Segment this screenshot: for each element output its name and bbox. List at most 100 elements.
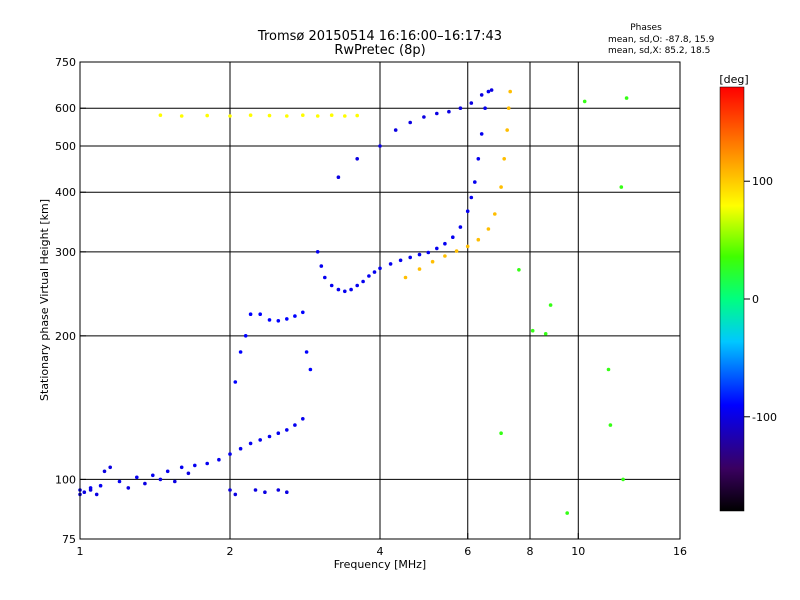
echo-point xyxy=(624,96,629,100)
echo-point xyxy=(276,319,281,323)
echo-point xyxy=(458,225,463,229)
echo-point xyxy=(398,258,403,263)
chart-title-line2: RwPretec (8p) xyxy=(334,43,425,58)
echo-point xyxy=(263,490,267,495)
echo-point xyxy=(336,287,341,292)
echo-point xyxy=(361,279,365,284)
echo-point xyxy=(476,237,481,242)
echo-point xyxy=(393,128,398,132)
echo-point xyxy=(258,438,263,442)
colorbar-unit-label: [deg] xyxy=(719,73,748,86)
y-tick-label: 200 xyxy=(55,330,76,343)
echo-point xyxy=(253,488,258,492)
echo-point xyxy=(388,262,393,266)
echo-point xyxy=(505,128,510,132)
colorbar-tick-label: -100 xyxy=(752,411,777,424)
echo-point xyxy=(469,101,474,105)
echo-point xyxy=(319,264,324,268)
echo-point xyxy=(267,318,272,322)
x-tick-label: 16 xyxy=(673,545,687,558)
echo-point xyxy=(530,328,535,333)
y-tick-label: 400 xyxy=(55,186,76,199)
echo-point xyxy=(378,266,382,271)
x-tick-label: 4 xyxy=(377,545,384,558)
echo-point xyxy=(483,106,487,110)
echo-point xyxy=(179,465,184,470)
y-tick-label: 750 xyxy=(55,56,76,69)
echo-point xyxy=(126,486,131,490)
echo-point xyxy=(165,469,170,474)
grid-lines xyxy=(80,62,680,539)
echo-point xyxy=(465,209,470,213)
echo-point xyxy=(238,350,243,354)
echo-point xyxy=(619,185,624,189)
echo-point xyxy=(258,312,263,317)
y-axis: 75 100 200 300 400 500 600 750 xyxy=(55,56,86,546)
echo-point xyxy=(276,431,281,436)
echo-point xyxy=(489,88,494,92)
x-tick-label: 10 xyxy=(571,545,585,558)
echo-point xyxy=(408,255,413,260)
echo-point xyxy=(447,109,451,114)
echo-point xyxy=(267,113,272,118)
y-tick-label: 500 xyxy=(55,140,76,153)
y-axis-label: Stationary phase Virtual Height [km] xyxy=(38,199,51,401)
echo-point xyxy=(233,380,238,384)
echo-point xyxy=(508,89,512,94)
colorbar xyxy=(719,86,745,512)
echo-point xyxy=(443,241,447,246)
colorbar-ticks: 100 0 -100 xyxy=(744,175,777,424)
echo-point xyxy=(143,481,147,486)
echo-point xyxy=(582,99,587,104)
echo-point xyxy=(435,246,439,251)
echo-point xyxy=(543,332,548,336)
echo-point xyxy=(565,511,569,515)
echo-point xyxy=(506,106,511,110)
echo-point xyxy=(304,350,309,354)
echo-point xyxy=(499,431,503,436)
echo-point xyxy=(98,483,103,488)
echo-point xyxy=(329,283,334,288)
echo-point xyxy=(517,268,521,272)
echo-point xyxy=(285,490,289,495)
echo-point xyxy=(417,252,422,257)
echo-point xyxy=(621,477,625,482)
echo-point xyxy=(408,120,413,125)
colorbar-tick-label: 100 xyxy=(752,175,773,188)
x-tick-label: 2 xyxy=(227,545,234,558)
echo-point xyxy=(458,106,463,110)
echo-point xyxy=(367,274,371,278)
phases-header: Phases xyxy=(630,23,662,33)
echo-point xyxy=(417,267,422,271)
echo-point xyxy=(403,275,408,280)
echo-point xyxy=(285,428,289,432)
echo-point xyxy=(355,283,360,288)
echo-point xyxy=(158,113,163,117)
echo-point xyxy=(193,463,197,468)
echo-point xyxy=(323,275,327,280)
echo-point xyxy=(158,477,163,482)
x-axis-label: Frequency [MHz] xyxy=(334,558,426,571)
echo-point xyxy=(248,441,253,446)
echo-point xyxy=(426,250,431,255)
echo-point xyxy=(233,492,238,497)
echo-point xyxy=(486,89,491,94)
echo-point xyxy=(465,244,470,249)
echo-point xyxy=(217,457,221,462)
echo-point xyxy=(336,175,341,179)
echo-point xyxy=(422,115,426,119)
echo-point xyxy=(243,334,248,338)
echo-point xyxy=(276,488,281,492)
echo-point xyxy=(430,259,435,264)
echo-point xyxy=(102,469,107,474)
echo-point xyxy=(378,144,382,148)
echo-point xyxy=(285,114,289,118)
echo-point xyxy=(117,479,122,484)
echo-point xyxy=(343,289,347,294)
colorbar-tick-label: 0 xyxy=(752,293,759,306)
echo-point xyxy=(372,270,377,274)
phases-x-stats: mean, sd,X: 85.2, 18.5 xyxy=(608,46,710,56)
echo-point xyxy=(285,317,289,321)
echo-point xyxy=(186,471,191,476)
echo-point xyxy=(205,461,209,466)
